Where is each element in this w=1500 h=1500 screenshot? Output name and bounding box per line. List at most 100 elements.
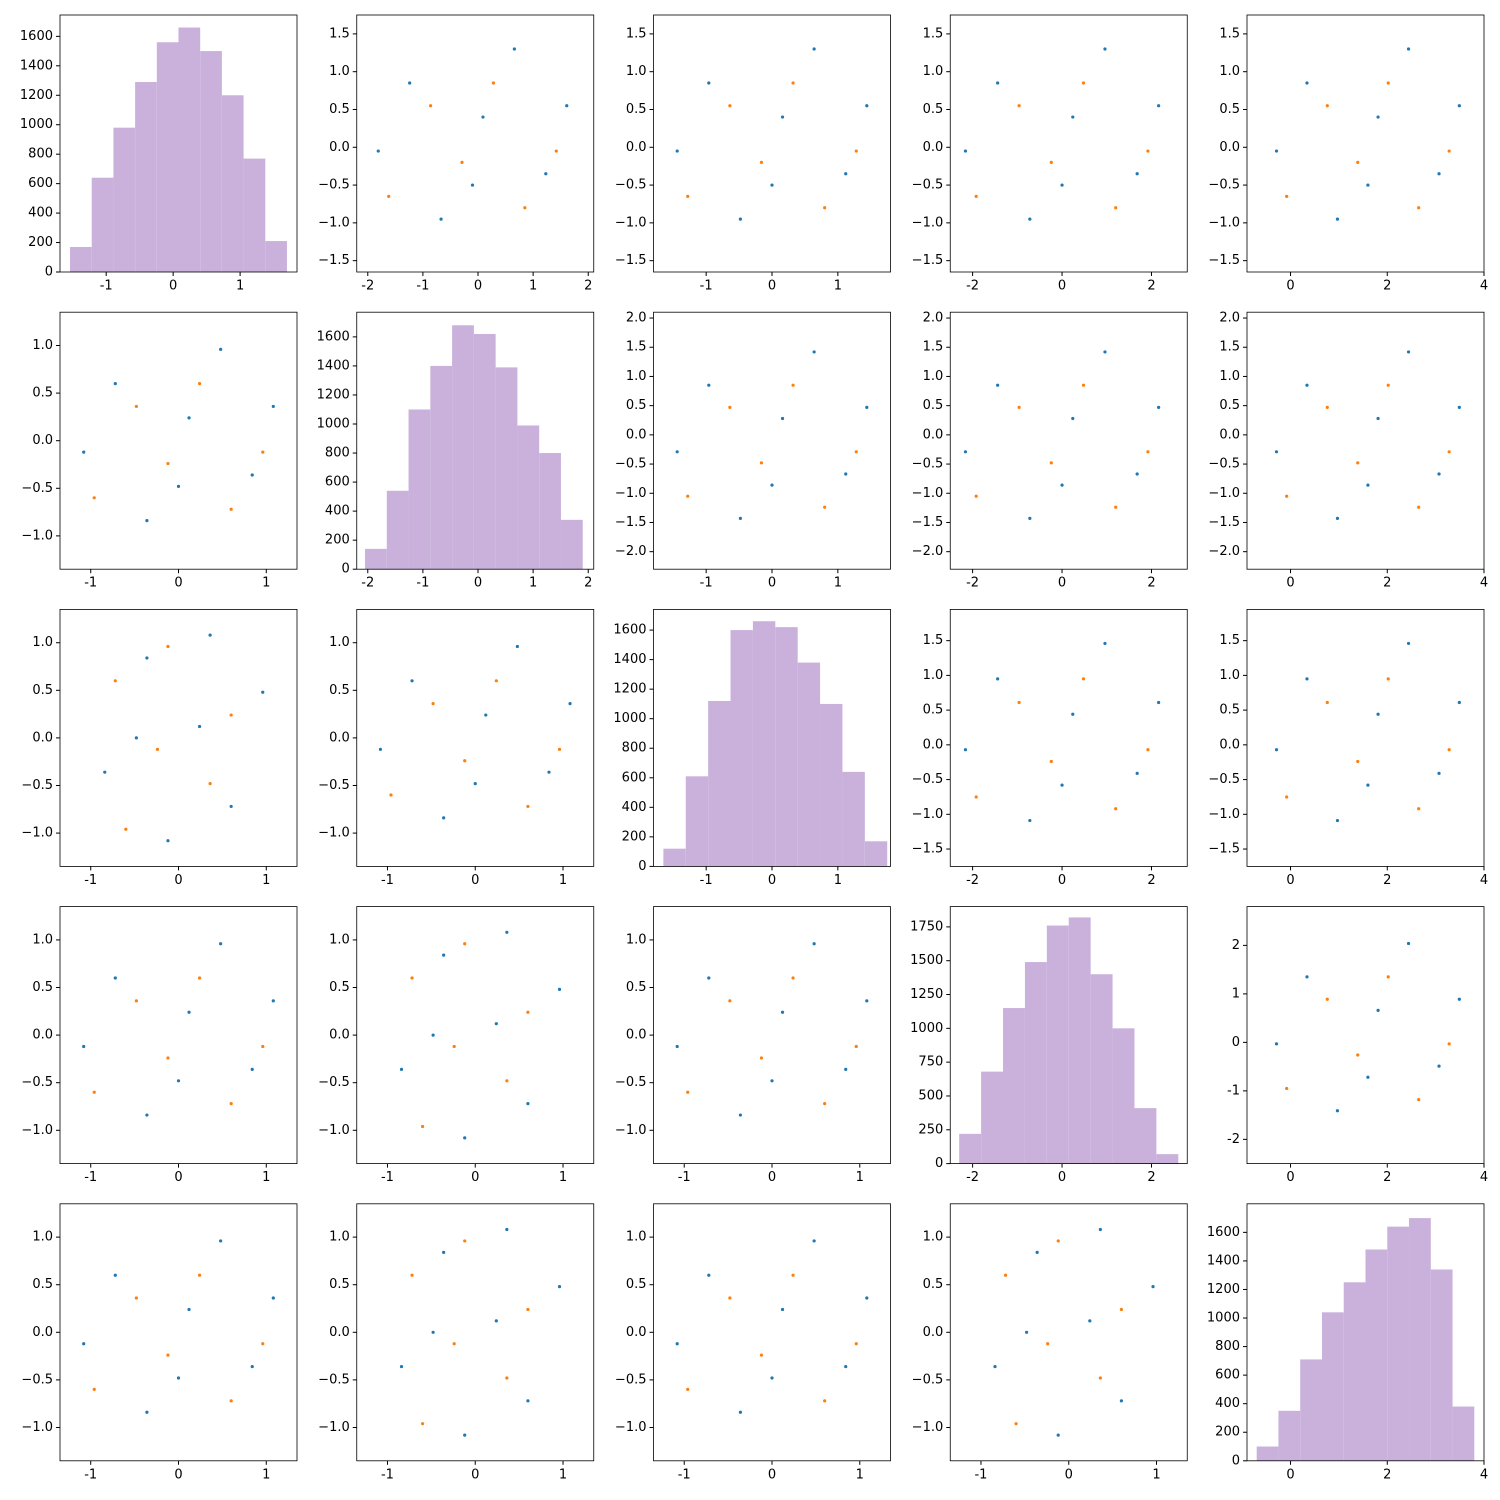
y-tick-label: 1.0 <box>923 369 944 384</box>
scatter-point <box>557 1285 562 1289</box>
hist-bar <box>1003 1008 1025 1164</box>
hist-bar <box>386 490 409 570</box>
scatter-point <box>463 759 467 763</box>
scatter-point <box>1406 641 1411 646</box>
scatter-point <box>376 149 380 153</box>
subplot: 0 2 4 −2.0 −1.5 −1.0 −0.5 0.0 0.5 1.0 1.5 2.0 <box>1208 311 1488 591</box>
scatter-point <box>1060 783 1064 787</box>
subplot: -1 0 1 −1.0 −0.5 0.0 0.5 1.0 <box>21 311 298 591</box>
x-tick-label: 0 <box>174 576 182 591</box>
scatter-point <box>844 472 848 476</box>
y-tick-label: −2.0 <box>1208 544 1240 559</box>
hist-bar <box>1387 1226 1410 1461</box>
scatter-point <box>410 976 414 980</box>
hist-bar <box>452 325 474 570</box>
scatter-point <box>166 1353 170 1357</box>
x-tick-label: 2 <box>1383 279 1391 294</box>
scatter-point <box>1017 405 1021 410</box>
x-tick-label: 1 <box>1152 1467 1160 1482</box>
x-tick-label: 1 <box>529 279 537 294</box>
y-tick-label: 0 <box>341 562 349 577</box>
x-tick-label: 1 <box>559 1170 567 1185</box>
scatter-point <box>145 1113 149 1117</box>
subplot: -2 0 2 −1.5 −1.0 −0.5 0.0 0.5 1.0 1.5 <box>912 609 1188 888</box>
scatter-point <box>1417 1097 1421 1102</box>
hist-bar <box>730 630 753 867</box>
y-tick-label: 1.0 <box>1219 64 1240 79</box>
plot-area <box>60 906 297 1164</box>
scatter-point <box>1003 1273 1008 1277</box>
y-tick-label: −0.5 <box>21 1075 53 1090</box>
scatter-point <box>1081 81 1086 85</box>
subplot: -2 -1 0 1 2 0 200 400 600 800 1000 1200 1400 1600 <box>317 311 595 591</box>
scatter-point <box>1146 748 1150 752</box>
scatter-point <box>103 770 107 774</box>
scatter-point <box>399 1364 404 1369</box>
y-tick-label: −1.0 <box>21 1420 53 1435</box>
y-tick-label: 1.0 <box>626 932 647 947</box>
scatter-point <box>271 999 275 1003</box>
y-tick-label: −1.0 <box>21 528 53 543</box>
x-tick-label: 1 <box>262 576 270 591</box>
y-tick-label: 1200 <box>613 682 646 697</box>
scatter-point <box>1025 1330 1029 1334</box>
scatter-point <box>1356 759 1360 764</box>
x-tick-label: 2 <box>1383 576 1391 591</box>
scatter-point <box>431 1330 435 1334</box>
y-tick-label: 0.0 <box>32 1325 53 1340</box>
scatter-point <box>1325 700 1329 705</box>
x-tick-label: 1 <box>559 873 567 888</box>
y-tick-label: −0.5 <box>912 178 944 193</box>
y-tick-label: 600 <box>1215 1368 1240 1383</box>
scatter-point <box>686 1387 690 1392</box>
scatter-point <box>526 1102 530 1106</box>
scatter-point <box>1285 795 1289 799</box>
subplot: -1 0 1 0 200 400 600 800 1000 1200 1400 1600 <box>613 609 891 888</box>
x-tick-label: 4 <box>1480 279 1488 294</box>
y-tick-label: 1.0 <box>923 668 944 683</box>
scatter-point <box>547 770 551 774</box>
scatter-point <box>229 507 233 511</box>
x-tick-label: 0 <box>174 873 182 888</box>
x-tick-label: 2 <box>1147 576 1155 591</box>
scatter-point <box>686 1090 690 1094</box>
scatter-point <box>389 793 393 797</box>
hist-bar <box>243 158 266 272</box>
y-tick-label: -1 <box>1227 1083 1240 1098</box>
x-tick-label: 0 <box>474 576 482 591</box>
x-tick-label: -1 <box>416 576 429 591</box>
hist-bar <box>495 367 518 570</box>
scatter-point <box>1285 1086 1289 1091</box>
y-tick-label: 1.0 <box>626 369 647 384</box>
scatter-point <box>155 747 160 751</box>
x-tick-label: 0 <box>768 1170 776 1185</box>
scatter-point <box>974 194 978 199</box>
scatter-point <box>844 172 848 176</box>
y-tick-label: 1.5 <box>1219 633 1240 648</box>
y-tick-label: 1000 <box>1207 1311 1240 1326</box>
y-tick-label: 0.0 <box>32 730 53 745</box>
y-tick-label: 0.5 <box>329 102 350 117</box>
plot-area <box>356 906 594 1164</box>
scatter-point <box>1114 807 1118 811</box>
scatter-point <box>780 115 785 119</box>
subplot: 0 2 4 -2 -1 0 1 2 <box>1227 906 1488 1185</box>
x-tick-label: 1 <box>262 1467 270 1482</box>
y-tick-label: 1.5 <box>923 26 944 41</box>
x-tick-label: 1 <box>262 1170 270 1185</box>
scatter-point <box>261 1342 265 1346</box>
scatter-point <box>515 644 519 649</box>
scatter-point <box>1028 818 1032 823</box>
y-tick-label: 0.0 <box>626 1028 647 1043</box>
y-tick-label: −1.0 <box>615 1420 647 1435</box>
scatter-point <box>1146 450 1150 454</box>
scatter-point <box>1447 450 1451 454</box>
scatter-point <box>113 1273 117 1277</box>
scatter-point <box>1028 516 1032 520</box>
y-tick-label: 1.5 <box>626 26 647 41</box>
hist-bar <box>517 425 540 570</box>
subplot: -1 0 1 −1.0 −0.5 0.0 0.5 1.0 <box>318 1203 595 1482</box>
x-tick-label: 2 <box>1147 279 1155 294</box>
hist-bar <box>365 548 387 570</box>
scatter-point <box>219 1239 223 1243</box>
